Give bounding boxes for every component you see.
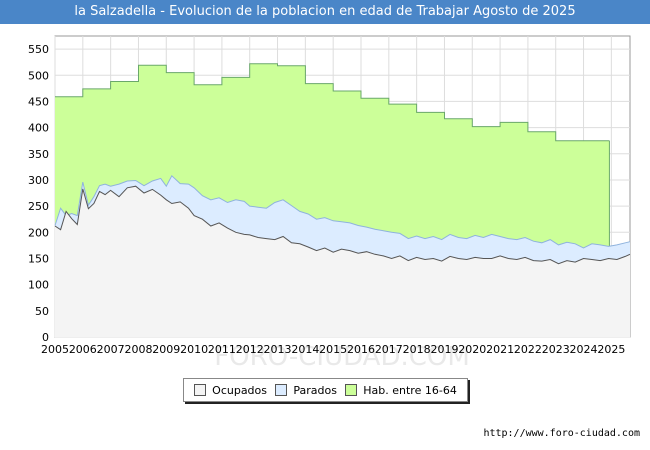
x-tick-label: 2013 — [264, 343, 292, 356]
x-tick-label: 2023 — [542, 343, 570, 356]
y-tick-label: 0 — [42, 331, 49, 344]
legend-label-parados: Parados — [293, 383, 337, 397]
x-tick-label: 2021 — [486, 343, 514, 356]
area-ocupados — [55, 186, 630, 337]
watermark-text: FORO-CIUDAD.COM — [214, 342, 470, 372]
x-tick-label: 2018 — [403, 343, 431, 356]
x-tick-label: 2008 — [124, 343, 152, 356]
series-areas — [54, 63, 631, 337]
line-ocupados — [54, 185, 631, 265]
legend-swatch-hab — [345, 384, 358, 396]
y-tick-label: 250 — [28, 200, 49, 213]
y-tick-label: 450 — [28, 95, 49, 108]
legend-swatch-ocupados — [194, 384, 207, 396]
x-axis-ticks: 2005 2006 2007 2008 2009 2010 2011 2012 2013 2014… — [41, 343, 625, 356]
y-tick-label: 150 — [28, 252, 49, 265]
x-tick-label: 2005 — [41, 343, 69, 356]
y-tick-label: 400 — [28, 122, 49, 135]
y-tick-label: 350 — [28, 148, 49, 161]
x-tick-label: 2009 — [152, 343, 180, 356]
legend-item-parados: Parados — [275, 384, 337, 397]
chart-title: la Salzadella - Evolucion de la poblacio… — [0, 0, 650, 24]
y-tick-label: 300 — [28, 174, 49, 187]
y-tick-label: 200 — [28, 226, 49, 239]
x-tick-label: 2016 — [347, 343, 375, 356]
y-tick-label: 100 — [28, 279, 49, 292]
legend-item-hab: Hab. entre 16-64 — [345, 384, 457, 397]
x-tick-label: 2012 — [236, 343, 264, 356]
x-tick-label: 2024 — [570, 343, 598, 356]
line-hab-entre-16-64 — [55, 63, 610, 142]
line-parados — [54, 174, 631, 249]
x-tick-label: 2022 — [514, 343, 542, 356]
y-tick-label: 550 — [28, 43, 49, 56]
y-tick-label: 50 — [35, 305, 49, 318]
x-tick-label: 2006 — [69, 343, 97, 356]
x-tick-label: 2019 — [430, 343, 458, 356]
x-tick-label: 2014 — [291, 343, 319, 356]
y-tick-label: 500 — [28, 69, 49, 82]
legend-label-ocupados: Ocupados — [212, 383, 268, 397]
x-tick-label: 2025 — [597, 343, 625, 356]
x-tick-label: 2010 — [180, 343, 208, 356]
x-tick-label: 2017 — [375, 343, 403, 356]
legend-item-ocupados: Ocupados — [194, 384, 267, 397]
legend-swatch-parados — [275, 384, 288, 396]
source-url[interactable]: http://www.foro-ciudad.com — [483, 428, 640, 439]
x-tick-label: 2007 — [97, 343, 125, 356]
x-tick-label: 2011 — [208, 343, 236, 356]
legend-label-hab: Hab. entre 16-64 — [363, 383, 457, 397]
x-tick-label: 2020 — [458, 343, 486, 356]
y-axis-ticks: 0 50 100 150 200 250 300 350 400 450 500 550 — [28, 43, 49, 344]
x-tick-label: 2015 — [319, 343, 347, 356]
legend: Ocupados Parados Hab. entre 16-64 — [183, 378, 468, 402]
